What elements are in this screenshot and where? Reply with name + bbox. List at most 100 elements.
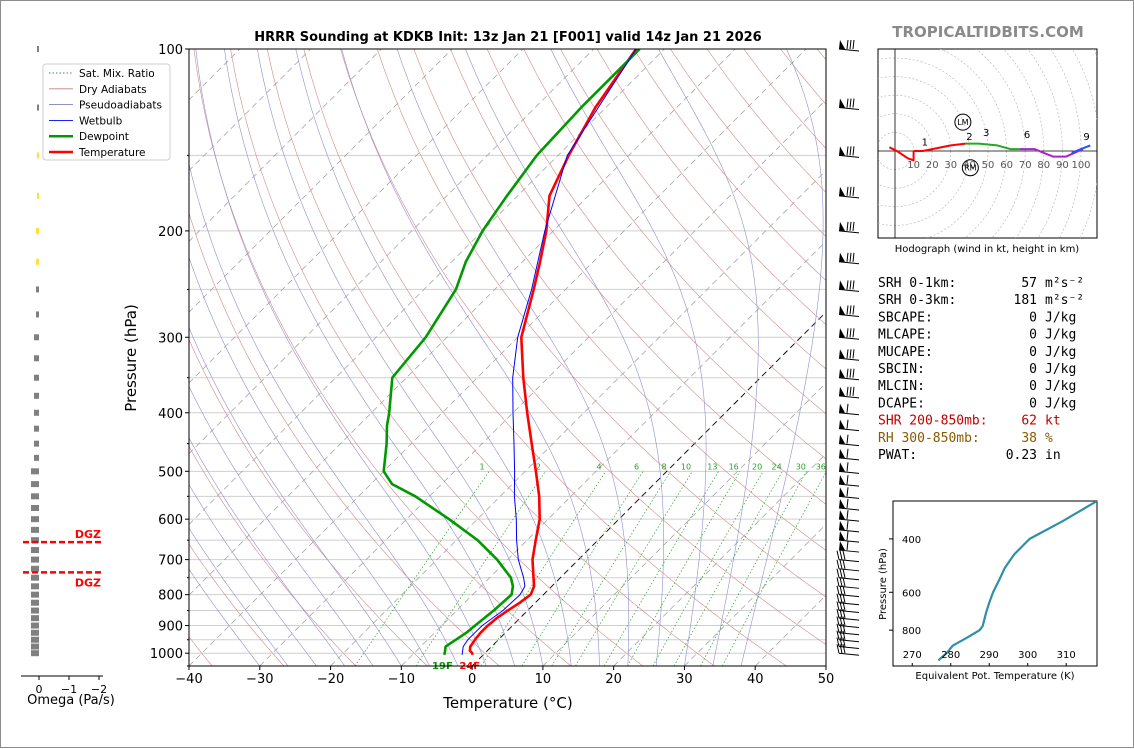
mixing-ratio-label: 13 xyxy=(707,462,717,471)
x-tick-label: −10 xyxy=(388,672,415,687)
mixing-ratio-label: 1 xyxy=(479,462,484,471)
wind-barb-feather xyxy=(847,40,848,49)
omega-bar xyxy=(31,493,39,499)
pseudoadiabat-line xyxy=(171,49,458,666)
index-unit: kt xyxy=(1045,414,1061,429)
pseudoadiabat-line xyxy=(342,49,600,666)
y-tick-label: 700 xyxy=(158,554,183,569)
theta-e-x-tick-label: 280 xyxy=(941,650,960,661)
wind-barb-feather xyxy=(837,577,839,586)
theta-e-y-label: Pressure (hPa) xyxy=(878,548,889,620)
wind-barb-staff xyxy=(839,586,859,588)
pseudoadiabat-line xyxy=(224,49,514,666)
dgz-top-label: DGZ xyxy=(75,528,101,541)
y-tick-label: 500 xyxy=(158,465,183,480)
wind-barb-feather xyxy=(847,462,848,471)
omega-bar xyxy=(36,228,39,234)
index-label: SBCIN: xyxy=(878,362,925,377)
storm-motion-rm-label: RM xyxy=(964,164,977,173)
omega-bar xyxy=(31,481,39,487)
wind-barb-feather xyxy=(847,510,848,519)
index-unit: J/kg xyxy=(1045,396,1076,411)
mixing-ratio-label: 16 xyxy=(729,462,739,471)
wind-barb-feather xyxy=(853,349,854,358)
index-label: PWAT: xyxy=(878,448,917,463)
omega-bar xyxy=(37,46,39,52)
hodograph-label: Hodograph (wind in kt, height in km) xyxy=(895,244,1080,255)
wind-barb-staff xyxy=(839,496,859,498)
wind-barb-feather xyxy=(847,420,848,429)
wind-barb-feather xyxy=(850,369,851,378)
wind-barb-flag xyxy=(839,222,845,231)
wind-barb-flag xyxy=(839,253,845,262)
x-axis-label: Temperature (°C) xyxy=(442,694,572,712)
omega-bar xyxy=(36,286,39,292)
index-label: SHR 200-850mb: xyxy=(878,414,988,429)
wind-barb-feather xyxy=(850,387,851,396)
omega-bar xyxy=(31,608,39,614)
hodograph-ring-label: 80 xyxy=(1037,160,1050,171)
hodograph-ring-label: 90 xyxy=(1056,160,1069,171)
wind-barb-staff xyxy=(839,444,859,446)
mixing-ratio-line xyxy=(722,471,826,666)
wind-barb-staff xyxy=(839,611,859,613)
omega-bar xyxy=(34,355,39,361)
legend-label: Dry Adiabats xyxy=(79,84,147,96)
mixing-ratio-label: 24 xyxy=(772,462,782,471)
index-unit: J/kg xyxy=(1045,379,1076,394)
wind-barb-staff xyxy=(839,289,859,291)
wind-barb-staff xyxy=(839,578,859,580)
wind-barb-staff xyxy=(839,640,859,642)
wind-barb-flag xyxy=(839,521,845,530)
y-tick-label: 600 xyxy=(158,513,183,528)
wind-barb-feather xyxy=(847,521,848,530)
x-tick-label: −30 xyxy=(246,672,273,687)
mixing-ratio-label: 2 xyxy=(536,462,541,471)
omega-bar xyxy=(37,105,39,111)
wind-barb-feather xyxy=(850,253,851,262)
index-label: SRH 0-3km: xyxy=(878,293,956,308)
omega-axis-label: Omega (Pa/s) xyxy=(27,693,115,708)
wind-barb-feather xyxy=(850,40,851,49)
wind-barb-feather xyxy=(847,253,848,262)
wind-barb-staff xyxy=(839,458,859,460)
x-tick-label: 30 xyxy=(676,672,693,687)
wind-barb-flag xyxy=(839,499,845,508)
wind-barb-feather xyxy=(850,187,851,196)
wind-barb-flag xyxy=(839,99,845,108)
wind-barb-staff xyxy=(839,314,859,316)
y-tick-label: 900 xyxy=(158,620,183,635)
wind-barb-flag xyxy=(839,541,845,550)
chart-title: HRRR Sounding at KDKB Init: 13z Jan 21 [… xyxy=(254,30,761,45)
omega-bar xyxy=(31,527,39,533)
wind-barb-staff xyxy=(839,618,859,620)
omega-bar xyxy=(31,650,39,656)
wind-barb-feather xyxy=(847,305,848,314)
hodograph-ring-label: 70 xyxy=(1019,160,1032,171)
wind-barb-flag xyxy=(839,369,845,378)
wind-barb-feather xyxy=(850,146,851,155)
isotherm-line xyxy=(331,49,948,666)
wind-barb-feather xyxy=(850,328,851,337)
wind-barb-flag xyxy=(839,146,845,155)
dgz-bottom-label: DGZ xyxy=(75,576,101,589)
wind-barb-feather xyxy=(847,404,848,413)
wind-barb-flag xyxy=(839,531,845,540)
watermark: TROPICALTIDBITS.COM xyxy=(892,23,1084,41)
hodograph-height-label: 6 xyxy=(1024,130,1030,141)
index-unit: J/kg xyxy=(1045,362,1076,377)
wind-barb-staff xyxy=(839,231,859,233)
omega-bar xyxy=(31,592,39,598)
omega-bar xyxy=(31,505,39,511)
wind-barb-feather xyxy=(847,222,848,231)
pseudoadiabat-line xyxy=(658,49,758,666)
wind-barb-feather xyxy=(837,551,839,560)
storm-motion-lm-label: LM xyxy=(957,118,968,127)
omega-bar xyxy=(31,566,39,572)
theta-e-x-label: Equivalent Pot. Temperature (K) xyxy=(915,671,1074,682)
wind-barb-staff xyxy=(839,550,859,552)
theta-e-x-tick-label: 300 xyxy=(1018,650,1037,661)
wind-barb-feather xyxy=(837,586,839,595)
wind-barb-staff xyxy=(839,603,859,605)
